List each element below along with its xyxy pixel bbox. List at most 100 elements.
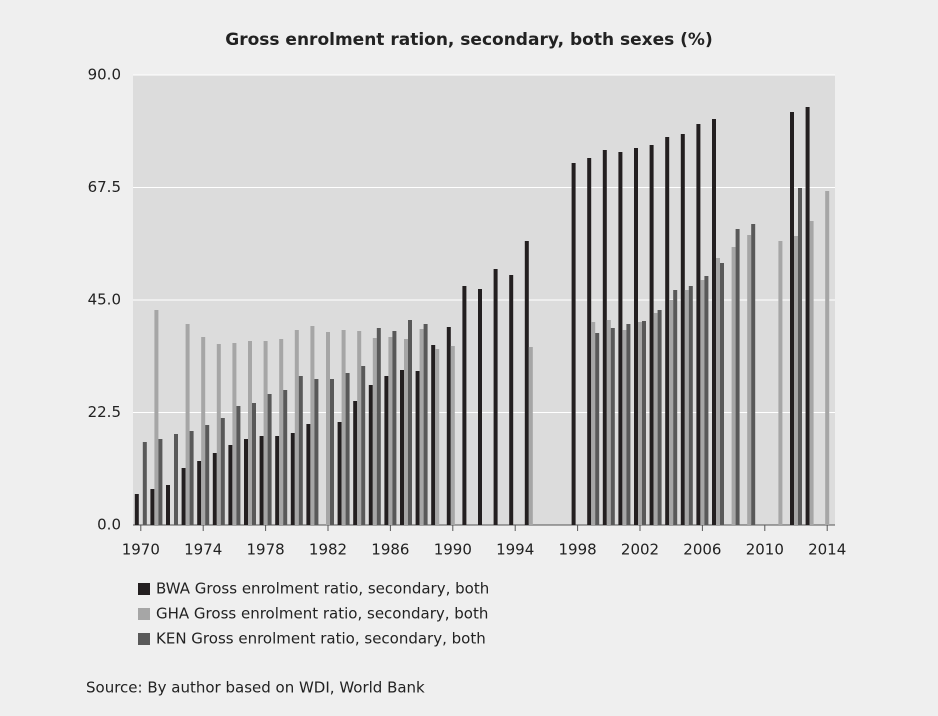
bar [298, 376, 303, 525]
bar [408, 320, 412, 525]
bar [634, 148, 638, 525]
bar [197, 461, 202, 525]
bar [361, 366, 366, 525]
bar [673, 290, 678, 525]
x-tick-label: 1990 [434, 541, 472, 559]
bar [524, 241, 529, 525]
bar [142, 442, 147, 525]
bar [267, 394, 272, 525]
bar [244, 439, 248, 525]
bar [337, 422, 342, 525]
x-tick-label: 1998 [559, 541, 597, 559]
x-tick-label: 2002 [621, 541, 659, 559]
y-tick-label: 67.5 [88, 178, 121, 196]
bar [450, 346, 455, 525]
bar [166, 485, 170, 525]
bar [220, 418, 225, 525]
bar [798, 188, 802, 525]
bar [419, 329, 424, 525]
bar [283, 390, 288, 525]
legend-label: BWA Gross enrolment ratio, secondary, bo… [156, 580, 489, 598]
bar [587, 158, 592, 525]
bar [665, 137, 670, 525]
bar [478, 289, 482, 525]
bar [252, 403, 256, 525]
bar [228, 445, 233, 525]
bar [275, 436, 280, 525]
bar [353, 401, 358, 525]
x-tick-label: 2014 [808, 541, 846, 559]
bar [294, 330, 299, 525]
bar [622, 330, 627, 525]
legend-swatch [138, 633, 150, 645]
x-tick-label: 2006 [683, 541, 721, 559]
bar [649, 145, 654, 525]
bar [680, 134, 685, 525]
y-tick-label: 90.0 [88, 66, 121, 84]
bar [216, 344, 221, 525]
x-tick-label: 1994 [496, 541, 534, 559]
chart-title: Gross enrolment ration, secondary, both … [225, 30, 712, 50]
bar [357, 331, 362, 525]
bar [205, 425, 210, 525]
bar [669, 300, 674, 525]
bar [376, 328, 381, 525]
bar [493, 269, 498, 525]
bar [606, 320, 611, 525]
y-tick-label: 45.0 [88, 291, 121, 309]
bar [610, 328, 615, 525]
bar [185, 324, 190, 525]
bar [638, 322, 642, 525]
bar [626, 324, 631, 525]
bar [310, 326, 315, 525]
bar [462, 286, 467, 525]
bar [446, 327, 451, 525]
bar [174, 434, 178, 525]
bar [189, 431, 194, 525]
bar [653, 313, 658, 525]
bar [236, 406, 241, 525]
bar [591, 322, 596, 525]
bar [368, 385, 373, 525]
bar [700, 280, 705, 525]
x-tick-label: 1974 [184, 541, 222, 559]
bar [751, 224, 756, 525]
bar [372, 338, 377, 525]
bar [306, 424, 311, 525]
bar [330, 379, 334, 525]
bar [809, 221, 814, 525]
bar [201, 337, 206, 525]
bar [384, 376, 389, 525]
bar [794, 236, 798, 525]
bar [642, 321, 646, 525]
x-tick-label: 1970 [122, 541, 160, 559]
bar [150, 489, 155, 525]
bar [735, 229, 740, 525]
bar [571, 163, 576, 525]
bar [825, 191, 830, 525]
y-tick-label: 22.5 [88, 403, 121, 421]
x-tick-label: 1986 [371, 541, 409, 559]
x-tick-label: 1978 [247, 541, 285, 559]
bar [435, 349, 440, 525]
bar [696, 124, 701, 525]
bar [731, 247, 736, 525]
bar [657, 310, 662, 525]
bar [602, 150, 607, 525]
legend-label: GHA Gross enrolment ratio, secondary, bo… [156, 605, 488, 623]
bar [716, 258, 720, 525]
bar [232, 343, 237, 525]
bar [431, 345, 436, 525]
bar [712, 119, 716, 525]
bar [704, 276, 709, 525]
bar [134, 494, 139, 525]
bar [595, 333, 600, 525]
x-tick-label: 2010 [746, 541, 784, 559]
bar [259, 436, 264, 525]
bar [400, 370, 404, 525]
bar [248, 341, 252, 525]
bar [290, 433, 295, 525]
x-tick-label: 1982 [309, 541, 347, 559]
bar [263, 341, 268, 525]
